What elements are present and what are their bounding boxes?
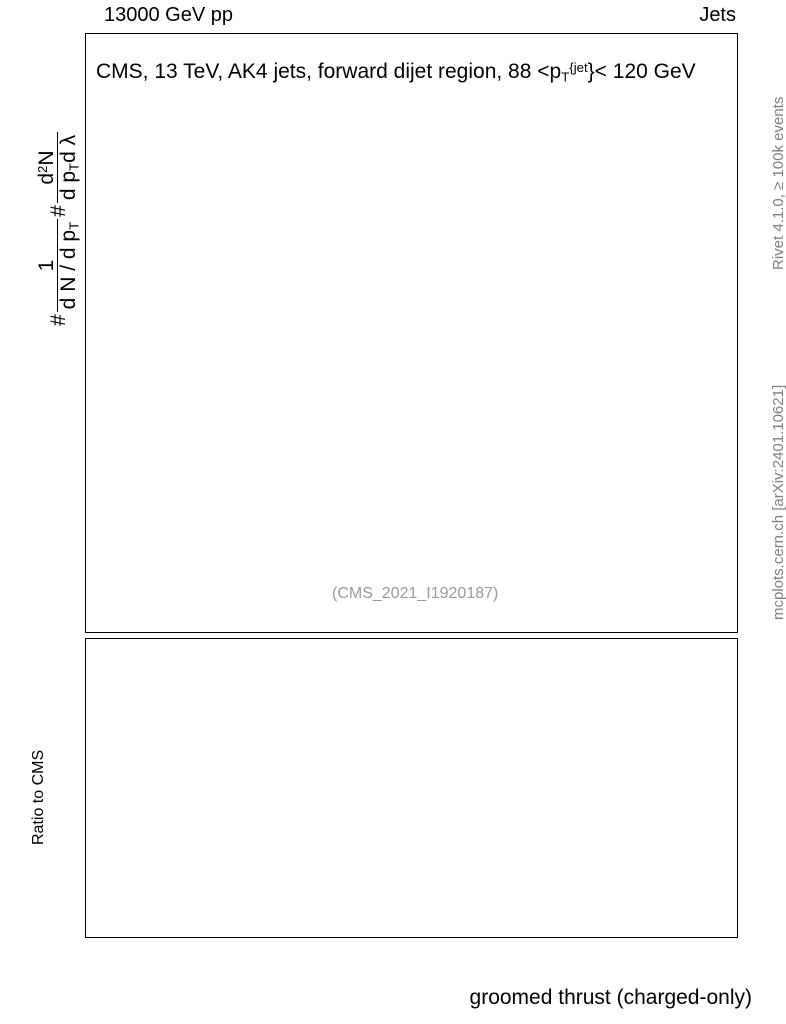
rivet-version-label: Rivet 4.1.0, ≥ 100k events [770, 96, 786, 270]
main-plot-svg [86, 34, 737, 632]
plot-title-tail: }< 120 GeV [587, 60, 696, 83]
ratio-y-axis-label: Ratio to CMS [30, 749, 47, 845]
y-label-den-2: d pTd λ [57, 134, 83, 201]
analysis-id-watermark: (CMS_2021_I1920187) [332, 585, 499, 602]
plot-title: CMS, 13 TeV, AK4 jets, forward dijet reg… [96, 60, 696, 85]
y-label-num-2: d2N [35, 150, 58, 185]
y-label-fraction-1: 1 d N / d pT [35, 218, 83, 313]
analysis-group-label: Jets [699, 4, 736, 26]
mcplots-source-label: mcplots.cern.ch [arXiv:2401.10621] [770, 384, 786, 620]
y-axis-label-wrap: # 1 d N / d pT # d2N d pTd λ [2, 30, 82, 330]
y-label-den-2-sub: T [67, 162, 83, 171]
plot-title-sub: T [561, 69, 570, 85]
plot-title-sup: {jet [569, 60, 588, 76]
y-axis-label: # 1 d N / d pT # d2N d pTd λ [35, 130, 83, 326]
y-label-den-1-sub: T [67, 221, 83, 230]
y-label-hash-2: # [46, 205, 70, 217]
y-label-num-1: 1 [35, 259, 58, 272]
main-plot-panel [85, 33, 738, 633]
y-label-hash-1: # [46, 314, 70, 326]
y-label-fraction-2: d2N d pTd λ [35, 131, 83, 204]
ratio-plot-svg [86, 639, 737, 937]
beam-energy-label: 13000 GeV pp [104, 4, 233, 26]
x-axis-label: groomed thrust (charged-only) [469, 986, 752, 1009]
ratio-plot-panel [85, 638, 738, 938]
y-label-den-1: d N / d pT [57, 221, 83, 310]
plot-title-text: CMS, 13 TeV, AK4 jets, forward dijet reg… [96, 60, 562, 83]
y-label-num-2-sup: 2 [35, 165, 51, 173]
